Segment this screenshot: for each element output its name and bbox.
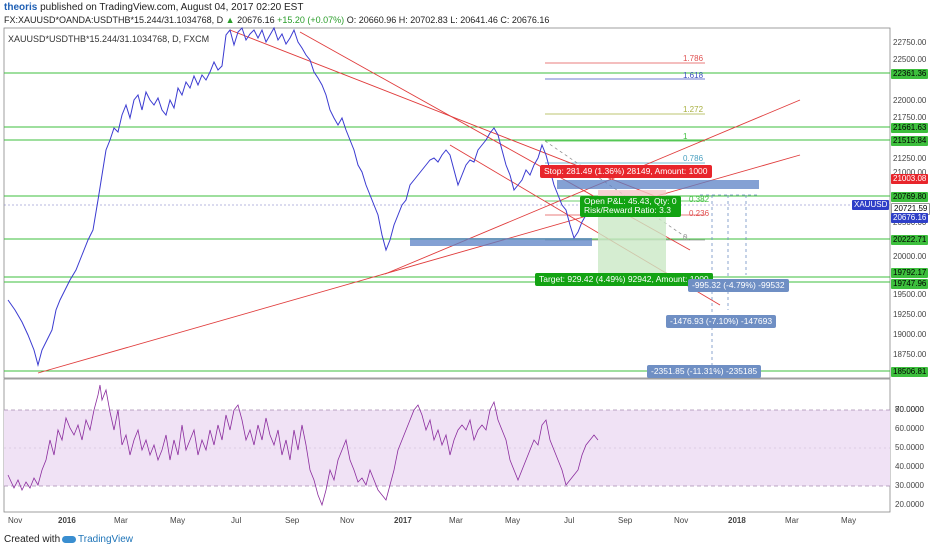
price-tick: 22750.00	[893, 38, 927, 47]
price-tick: 21000.00	[893, 168, 927, 177]
symbol-text: FX:XAUUSD*OANDA:USDTHB*15.244/31.1034768…	[4, 15, 224, 25]
time-tick: Sep	[285, 516, 300, 525]
fib-label: 1	[683, 132, 688, 141]
time-tick: Nov	[674, 516, 689, 525]
time-tick: 2017	[394, 516, 412, 525]
measure-label-1[interactable]: -995.32 (-4.79%) -99532	[688, 279, 789, 292]
fib-label: 0.236	[689, 209, 710, 218]
rsi-band	[4, 410, 890, 486]
symbol-tag: XAUUSD	[852, 200, 890, 210]
price-tag: 20222.71	[891, 235, 929, 245]
time-tick: Nov	[8, 516, 23, 525]
target-zone	[598, 205, 666, 277]
author-link[interactable]: theoris	[4, 2, 38, 13]
risk-reward: Risk/Reward Ratio: 3.3	[584, 205, 671, 215]
price-tag: 21661.63	[891, 123, 929, 133]
price-tick: 22000.00	[893, 96, 927, 105]
target-label[interactable]: Target: 929.42 (4.49%) 92942, Amount: 10…	[535, 273, 713, 286]
time-tick: Nov	[340, 516, 355, 525]
tradingview-cloud-icon	[62, 536, 76, 543]
time-tick: Mar	[449, 516, 463, 525]
ohlc: O: 20660.96 H: 20702.83 L: 20641.46 C: 2…	[346, 15, 550, 25]
fib-label: 1.272	[683, 105, 704, 114]
stop-label[interactable]: Stop: 281.49 (1.36%) 28149, Amount: 1000	[540, 165, 712, 178]
price-tick: 18750.00	[893, 350, 927, 359]
price-tick: 22500.00	[893, 55, 927, 64]
price-tag: 21515.84	[891, 136, 929, 146]
blue-zone-lower[interactable]	[410, 238, 592, 246]
price-tag: 21003.08	[891, 174, 929, 184]
time-tick: Mar	[785, 516, 799, 525]
price-tag: 19747.96	[891, 279, 929, 289]
fib-label: 0.382	[689, 195, 710, 204]
price-tick: 19500.00	[893, 290, 927, 299]
fib-label: 0.786	[683, 154, 704, 163]
rsi-series	[7, 384, 599, 507]
fib-label: 1.618	[683, 71, 704, 80]
rsi-tick: 40.0000	[895, 462, 924, 471]
footer: Created with TradingView	[0, 528, 932, 550]
time-tick: May	[170, 516, 186, 525]
price-tag: 18506.81	[891, 367, 929, 377]
blue-zone-upper[interactable]	[557, 180, 759, 189]
rsi-tick: 50.0000	[895, 443, 924, 452]
price-tag: 19792.17	[891, 268, 929, 278]
price-tag: 22361.36	[891, 69, 929, 79]
up-arrow-icon: ▲	[225, 15, 235, 25]
chart-area[interactable]	[0, 26, 932, 527]
created-with: Created with	[4, 534, 61, 545]
rsi-tick: 80.0000	[895, 405, 924, 414]
price-series	[7, 26, 595, 367]
change: +15.20 (+0.07%)	[277, 15, 345, 25]
time-tick: May	[505, 516, 521, 525]
publish-line: theoris published on TradingView.com, Au…	[4, 2, 303, 13]
time-tick: Sep	[618, 516, 633, 525]
price-tag: 20769.80	[891, 192, 929, 202]
price-tick: 21250.00	[893, 154, 927, 163]
rsi-tick: 60.0000	[895, 424, 924, 433]
measure-label-3[interactable]: -2351.85 (-11.31%) -235185	[647, 365, 762, 378]
price-tick: 21750.00	[893, 113, 927, 122]
publish-info: published on TradingView.com, August 04,…	[40, 2, 304, 13]
rsi-tick: 70.0000	[895, 405, 924, 414]
rsi-tick: 30.0000	[895, 481, 924, 490]
time-tick: 2016	[58, 516, 76, 525]
time-tick: Jul	[231, 516, 242, 525]
price-tick: 19000.00	[893, 330, 927, 339]
time-tick: 2018	[728, 516, 746, 525]
price-tick: 19250.00	[893, 310, 927, 319]
fib-label: 1.786	[683, 54, 704, 63]
price-tick: 20000.00	[893, 252, 927, 261]
time-tick: May	[841, 516, 857, 525]
rsi-tick: 20.0000	[895, 500, 924, 509]
tradingview-link[interactable]: TradingView	[78, 534, 134, 545]
time-tick: Mar	[114, 516, 128, 525]
symbol-line: FX:XAUUSD*OANDA:USDTHB*15.244/31.1034768…	[4, 15, 549, 25]
measure-label-2[interactable]: -1476.93 (-7.10%) -147693	[666, 315, 777, 328]
open-pnl: Open P&L: 45.43, Qty: 0	[584, 196, 677, 206]
chart-legend: XAUUSD*USDTHB*15.244/31.1034768, D, FXCM	[8, 34, 210, 44]
fib-label: 0	[683, 233, 688, 242]
last-price: 20676.16	[237, 15, 275, 25]
pnl-label[interactable]: Open P&L: 45.43, Qty: 0 Risk/Reward Rati…	[580, 196, 681, 217]
time-tick: Jul	[564, 516, 575, 525]
price-tag: 20676.16	[891, 213, 929, 223]
